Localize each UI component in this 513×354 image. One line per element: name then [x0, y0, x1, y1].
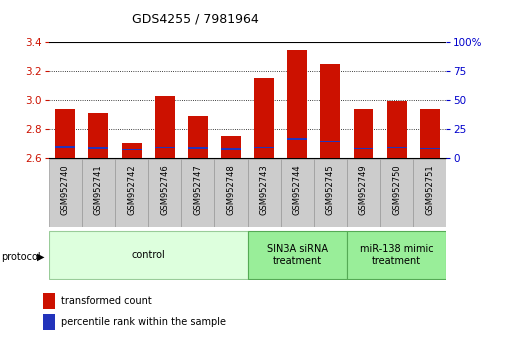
Bar — [387, 147, 406, 148]
Text: GSM952749: GSM952749 — [359, 165, 368, 215]
Bar — [88, 147, 108, 149]
Bar — [287, 138, 307, 140]
FancyBboxPatch shape — [347, 231, 446, 279]
Bar — [88, 113, 108, 158]
Bar — [55, 147, 75, 148]
Text: control: control — [131, 250, 165, 260]
Bar — [122, 143, 142, 158]
Bar — [321, 64, 340, 158]
Bar — [221, 148, 241, 150]
Bar — [254, 79, 274, 158]
Bar — [155, 147, 174, 148]
Bar — [55, 109, 75, 158]
Bar — [122, 149, 142, 150]
Bar — [155, 96, 174, 158]
Text: GDS4255 / 7981964: GDS4255 / 7981964 — [131, 12, 259, 25]
Bar — [321, 141, 340, 142]
FancyBboxPatch shape — [214, 159, 247, 227]
FancyBboxPatch shape — [380, 159, 413, 227]
Bar — [420, 109, 440, 158]
Bar — [353, 148, 373, 149]
Text: GSM952746: GSM952746 — [160, 165, 169, 216]
Text: GSM952750: GSM952750 — [392, 165, 401, 215]
Text: GSM952751: GSM952751 — [425, 165, 434, 215]
FancyBboxPatch shape — [148, 159, 181, 227]
Text: miR-138 mimic
treatment: miR-138 mimic treatment — [360, 244, 433, 266]
FancyBboxPatch shape — [49, 231, 247, 279]
Text: SIN3A siRNA
treatment: SIN3A siRNA treatment — [267, 244, 328, 266]
Text: GSM952741: GSM952741 — [94, 165, 103, 215]
Text: transformed count: transformed count — [61, 296, 151, 306]
Bar — [353, 109, 373, 158]
FancyBboxPatch shape — [82, 159, 115, 227]
Bar — [420, 148, 440, 149]
Bar — [43, 314, 55, 330]
FancyBboxPatch shape — [347, 159, 380, 227]
Text: GSM952748: GSM952748 — [226, 165, 235, 216]
FancyBboxPatch shape — [115, 159, 148, 227]
Text: GSM952745: GSM952745 — [326, 165, 335, 215]
Bar — [221, 136, 241, 158]
Text: protocol: protocol — [2, 252, 41, 262]
FancyBboxPatch shape — [247, 231, 347, 279]
Bar — [188, 147, 208, 149]
Bar — [43, 293, 55, 309]
Text: GSM952747: GSM952747 — [193, 165, 202, 216]
FancyBboxPatch shape — [49, 159, 82, 227]
FancyBboxPatch shape — [181, 159, 214, 227]
Text: percentile rank within the sample: percentile rank within the sample — [61, 317, 226, 327]
FancyBboxPatch shape — [314, 159, 347, 227]
Bar — [254, 147, 274, 148]
Bar — [188, 116, 208, 158]
Text: GSM952743: GSM952743 — [260, 165, 269, 216]
FancyBboxPatch shape — [281, 159, 314, 227]
Bar — [287, 50, 307, 158]
Bar — [387, 102, 406, 158]
Text: GSM952742: GSM952742 — [127, 165, 136, 215]
FancyBboxPatch shape — [247, 159, 281, 227]
Text: GSM952744: GSM952744 — [293, 165, 302, 215]
Text: GSM952740: GSM952740 — [61, 165, 70, 215]
Text: ▶: ▶ — [37, 252, 45, 262]
FancyBboxPatch shape — [413, 159, 446, 227]
